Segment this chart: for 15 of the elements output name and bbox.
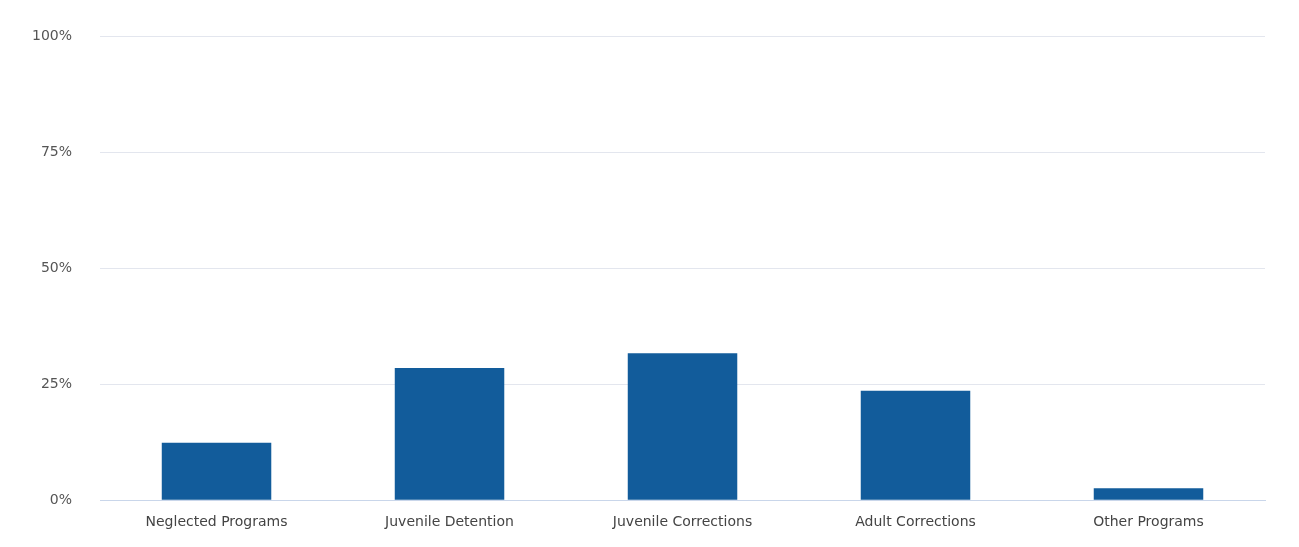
x-tick-label: Juvenile Detention <box>384 513 514 530</box>
bar <box>860 390 971 500</box>
y-tick-label: 50% <box>40 258 73 275</box>
bar <box>1093 488 1204 500</box>
bar <box>161 442 272 500</box>
bar <box>627 353 738 500</box>
y-tick-label: 100% <box>31 27 73 44</box>
bar <box>394 368 505 500</box>
x-tick-label: Other Programs <box>1093 513 1204 530</box>
y-tick-label: 25% <box>40 374 73 391</box>
x-tick-label: Neglected Programs <box>145 513 288 530</box>
y-tick-label: 75% <box>40 142 73 159</box>
x-tick-label: Juvenile Corrections <box>611 513 753 530</box>
x-tick-label: Adult Corrections <box>855 513 976 530</box>
y-tick-label: 0% <box>49 490 73 507</box>
